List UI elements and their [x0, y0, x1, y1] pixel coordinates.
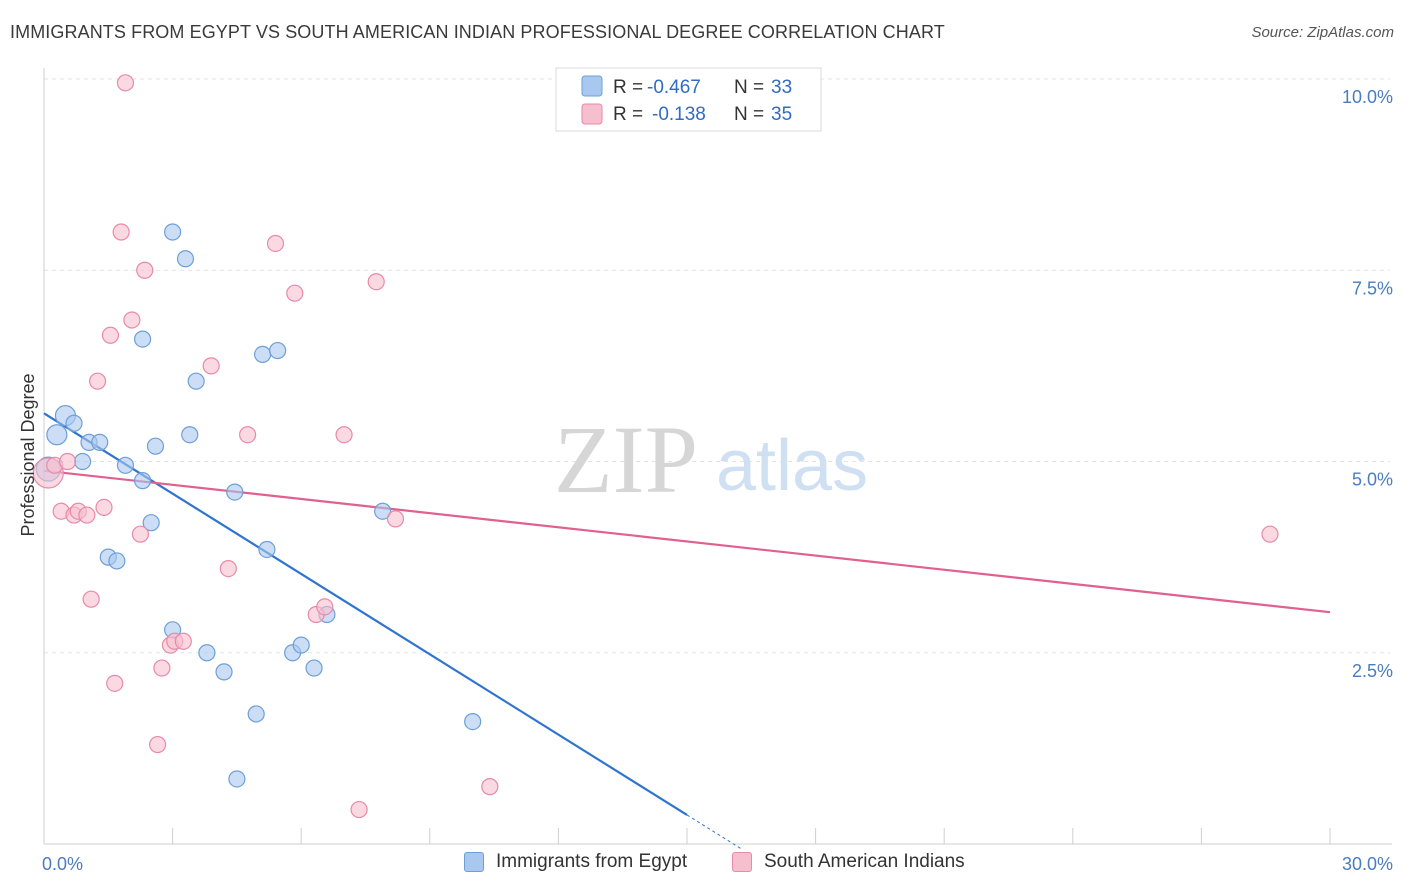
trend-line-extension-blue: [686, 814, 743, 851]
data-point-pink: [386, 510, 405, 528]
data-point-pink: [88, 372, 107, 390]
data-point-blue: [198, 644, 216, 662]
data-point-pink: [116, 74, 135, 92]
chart-title: IMMIGRANTS FROM EGYPT VS SOUTH AMERICAN …: [10, 22, 945, 42]
data-point-blue: [374, 502, 392, 520]
data-point-blue: [464, 712, 482, 731]
x-tick-label: 30.0%: [1342, 854, 1393, 874]
y-axis-label: Professional Degree: [18, 373, 38, 536]
legend-swatch-blue: [581, 75, 603, 97]
data-point-pink: [101, 326, 120, 344]
data-point-pink: [1261, 525, 1279, 543]
legend-n-value-pink: 35: [771, 104, 792, 125]
data-point-pink: [131, 525, 150, 543]
watermark: ZIP atlas: [554, 406, 868, 513]
series-legend: Immigrants from Egypt South American Ind…: [0, 851, 1406, 879]
data-point-blue: [181, 426, 199, 444]
data-point-blue: [292, 636, 310, 654]
data-point-pink: [335, 426, 353, 444]
data-point-blue: [65, 414, 83, 432]
watermark-atlas: atlas: [716, 426, 868, 506]
y-tick-label: 10.0%: [1342, 87, 1393, 107]
source-credit: Source: ZipAtlas.com: [1251, 24, 1394, 41]
y-tick-label: 7.5%: [1352, 278, 1393, 298]
legend-n-value-blue: 33: [771, 77, 792, 98]
data-point-blue: [254, 345, 272, 363]
data-points: [32, 74, 1279, 819]
data-point-pink: [367, 273, 385, 291]
legend-swatch-egypt: [464, 852, 484, 872]
stats-legend: R = -0.467 N = 33 R = -0.138 N = 35: [555, 67, 822, 132]
data-point-blue: [91, 433, 109, 451]
data-point-blue: [133, 472, 152, 490]
data-point-blue: [142, 514, 160, 532]
data-point-blue: [176, 250, 195, 268]
legend-r-label-pink: R =: [613, 104, 643, 125]
legend-label-egypt: Immigrants from Egypt: [496, 851, 688, 872]
data-point-pink: [174, 632, 192, 650]
legend-item-south-american-indians: South American Indians: [732, 851, 965, 873]
data-point-blue: [133, 330, 152, 348]
data-point-pink: [82, 590, 100, 608]
data-point-pink: [78, 506, 96, 524]
y-tick-label: 2.5%: [1352, 661, 1393, 681]
data-point-blue: [228, 770, 246, 788]
data-point-pink: [136, 261, 154, 279]
data-point-pink: [219, 559, 237, 578]
watermark-zip: ZIP: [554, 406, 698, 513]
data-point-blue: [215, 663, 233, 681]
x-tick-labels: 0.0% 30.0%: [42, 854, 1393, 874]
data-point-blue: [305, 659, 323, 677]
x-tick-label: 0.0%: [42, 854, 83, 874]
data-point-pink: [266, 234, 285, 253]
data-point-pink: [58, 452, 77, 471]
legend-swatch-south-american-indians: [732, 852, 752, 872]
data-point-pink: [239, 426, 257, 444]
data-point-blue: [146, 437, 165, 455]
data-point-pink: [112, 223, 130, 241]
grid-lines: [44, 78, 1390, 654]
data-point-blue: [226, 483, 244, 501]
data-point-pink: [106, 674, 124, 692]
data-point-pink: [316, 598, 334, 616]
data-point-blue: [269, 341, 287, 360]
data-point-pink: [148, 735, 167, 754]
data-point-pink: [286, 284, 304, 302]
legend-r-value-blue: -0.467: [647, 77, 701, 98]
legend-n-label-pink: N =: [734, 104, 764, 125]
axes: [43, 68, 1392, 845]
data-point-pink: [481, 778, 499, 796]
legend-r-value-pink: -0.138: [652, 104, 706, 125]
legend-r-label-blue: R =: [613, 77, 643, 98]
data-point-blue: [108, 552, 126, 570]
legend-swatch-pink: [581, 103, 603, 125]
data-point-blue: [258, 540, 276, 559]
data-point-blue: [187, 372, 205, 390]
data-point-blue: [46, 424, 68, 446]
trend-line-pink: [43, 469, 1331, 614]
data-point-pink: [350, 800, 368, 819]
data-point-pink: [202, 357, 220, 375]
data-point-pink: [123, 311, 141, 329]
data-point-blue: [116, 456, 135, 474]
legend-label-south-american-indians: South American Indians: [764, 851, 965, 872]
legend-n-label-blue: N =: [734, 77, 764, 98]
data-point-blue: [247, 705, 265, 723]
data-point-blue: [164, 223, 182, 241]
data-point-blue: [73, 452, 92, 471]
y-tick-labels: 2.5% 5.0% 7.5% 10.0%: [1342, 87, 1393, 681]
data-point-pink: [153, 659, 171, 677]
y-tick-label: 5.0%: [1352, 470, 1393, 490]
legend-item-egypt: Immigrants from Egypt: [464, 851, 687, 873]
data-point-pink: [95, 498, 113, 516]
